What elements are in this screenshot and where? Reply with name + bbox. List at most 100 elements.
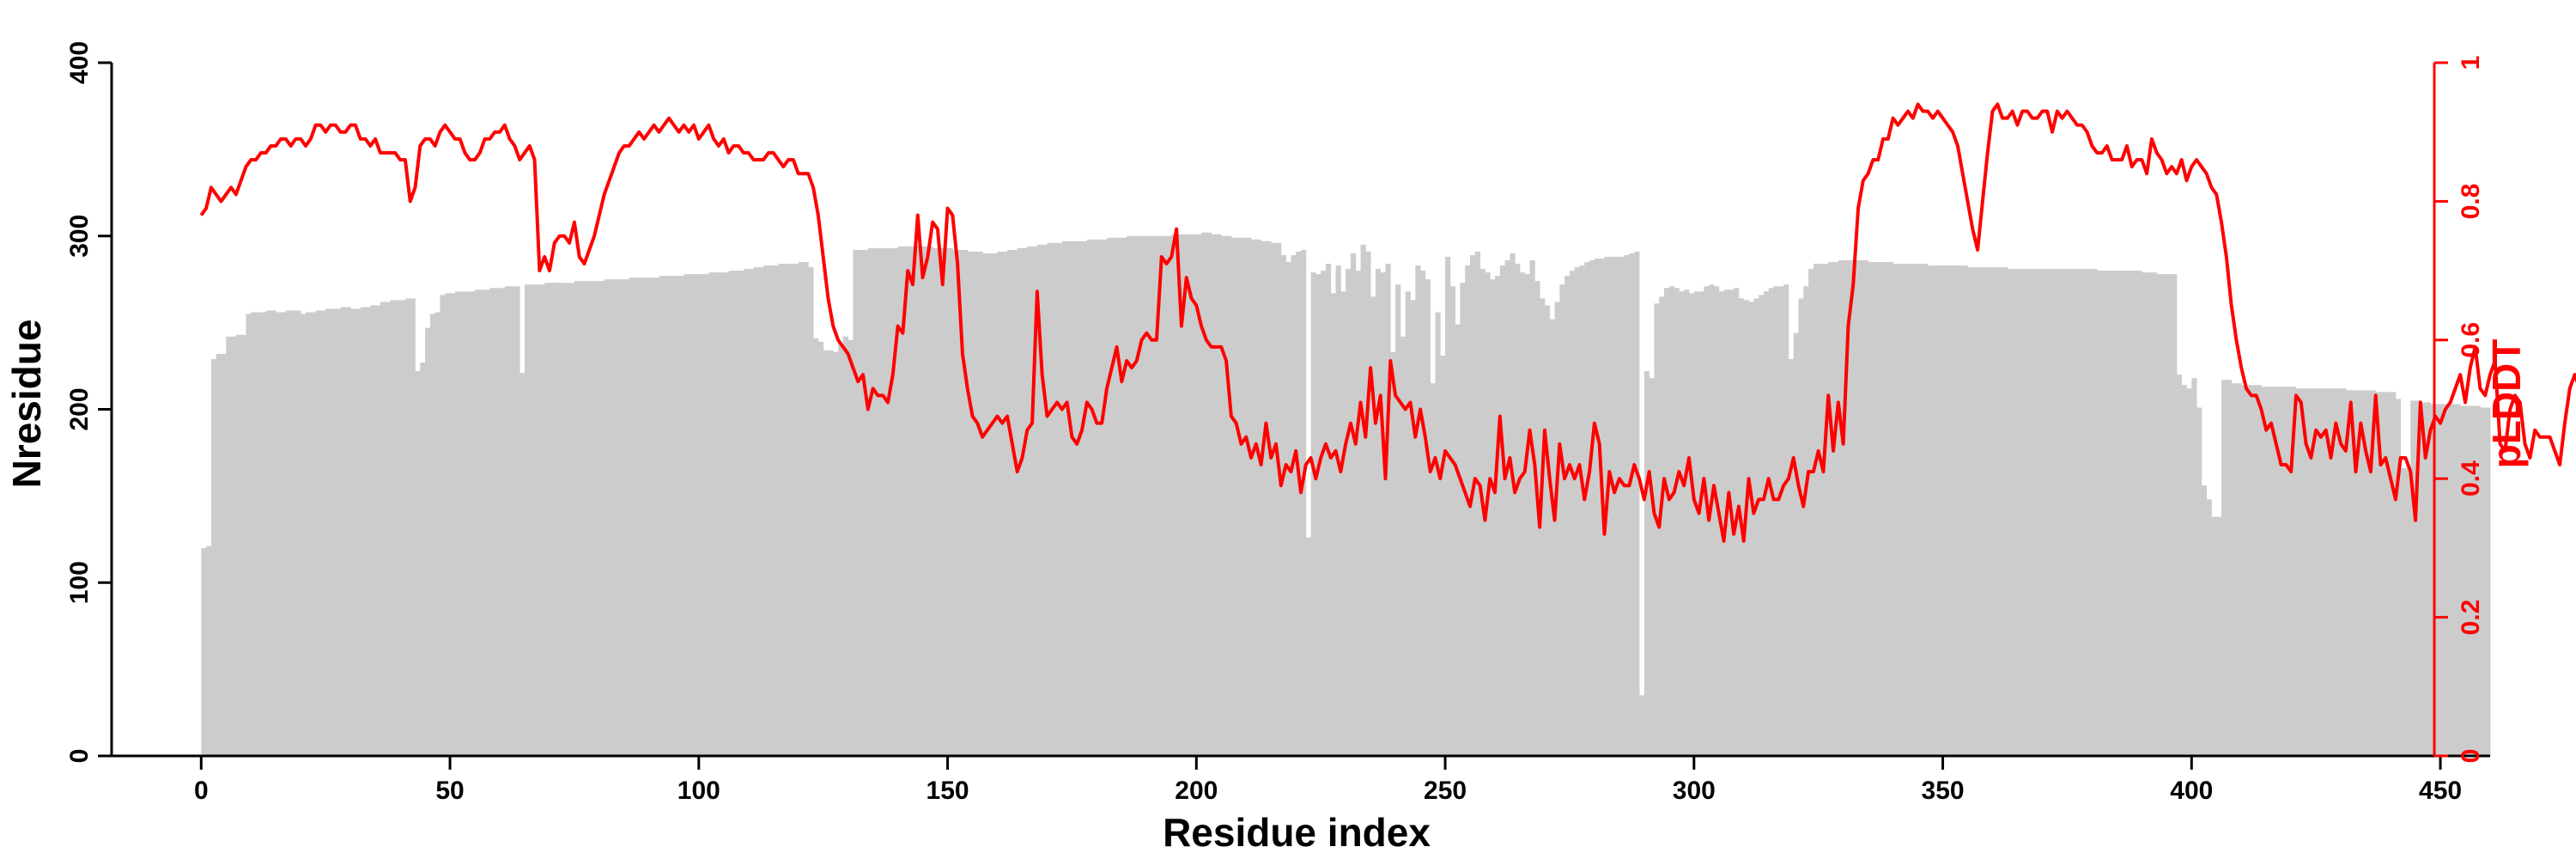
bar — [2341, 388, 2347, 756]
bar — [1917, 264, 1923, 756]
bar — [2440, 404, 2446, 756]
y-right-tick-label: 0 — [2457, 749, 2485, 764]
bar — [1255, 239, 1262, 756]
bar — [1036, 244, 1043, 757]
bar — [1440, 355, 1446, 756]
bar — [659, 276, 665, 756]
bar — [1191, 234, 1197, 757]
bar — [529, 284, 535, 756]
bar — [524, 284, 531, 756]
bar — [1410, 300, 1416, 756]
bar — [2161, 274, 2167, 756]
bar — [301, 314, 307, 756]
bar — [1932, 265, 1939, 756]
bar — [1495, 276, 1501, 756]
bar — [1007, 249, 1013, 756]
bar — [2072, 269, 2078, 757]
bar — [2366, 390, 2372, 756]
bar — [2286, 387, 2292, 756]
bar — [1907, 264, 1914, 756]
bar — [912, 246, 919, 756]
bar — [2122, 271, 2128, 757]
bar — [947, 247, 953, 756]
bar — [2330, 388, 2336, 756]
bar — [2156, 274, 2162, 756]
bar — [1435, 312, 1441, 756]
bar — [917, 246, 923, 756]
bar — [694, 274, 700, 756]
bar — [1668, 286, 1675, 756]
bar — [2231, 383, 2237, 756]
bar — [2281, 387, 2287, 756]
bar — [370, 305, 376, 756]
x-tick-label: 450 — [2419, 777, 2462, 805]
bar — [987, 253, 993, 756]
bar — [335, 308, 341, 756]
bar — [1072, 241, 1078, 756]
bar — [708, 272, 714, 756]
bar — [2027, 269, 2033, 757]
bar — [1803, 286, 1809, 756]
bar — [2435, 404, 2441, 756]
bar — [2445, 404, 2451, 756]
bar — [803, 262, 809, 756]
x-tick-label: 50 — [435, 777, 464, 805]
bar — [1315, 274, 1321, 756]
bar — [2111, 271, 2117, 757]
bar — [355, 308, 361, 756]
bar — [1689, 293, 1695, 757]
bar — [813, 338, 819, 756]
bar — [429, 314, 436, 756]
bar — [1445, 256, 1451, 757]
bar — [495, 288, 501, 756]
bar — [2405, 468, 2411, 756]
bar — [206, 545, 212, 756]
bar — [738, 271, 744, 757]
bar — [798, 262, 804, 756]
bar — [410, 298, 416, 756]
bar — [1340, 291, 1346, 756]
bar — [1246, 237, 1252, 756]
bar — [933, 247, 939, 756]
bar — [2300, 388, 2306, 756]
bar — [2042, 269, 2048, 757]
bar — [360, 307, 366, 757]
bar — [598, 281, 605, 756]
bar — [2047, 269, 2053, 757]
bar — [390, 300, 396, 756]
bar — [1251, 239, 1257, 756]
bar — [872, 247, 878, 756]
bar — [1370, 296, 1376, 756]
bar — [1704, 286, 1710, 756]
bar — [1510, 253, 1516, 756]
bar — [714, 272, 720, 756]
bar — [2325, 388, 2331, 756]
bar — [504, 286, 510, 756]
bar — [2062, 269, 2068, 757]
bar — [2370, 390, 2377, 756]
bar — [1121, 237, 1127, 756]
bar — [1928, 265, 1934, 756]
bar — [1057, 242, 1063, 756]
y-left-tick-label: 400 — [65, 41, 94, 84]
bar — [1868, 262, 1874, 756]
bar — [1221, 235, 1227, 756]
bar — [1713, 286, 1720, 756]
y-right-tick-label: 0.2 — [2457, 600, 2485, 636]
bar — [2460, 405, 2466, 756]
bar — [2395, 399, 2402, 756]
bar — [1584, 262, 1590, 756]
bar — [2136, 271, 2142, 757]
bar — [475, 289, 481, 756]
bar — [484, 289, 490, 756]
bar — [1086, 239, 1093, 756]
bar — [2181, 385, 2187, 756]
bar — [892, 247, 898, 756]
bar — [2057, 269, 2063, 757]
bar — [842, 336, 849, 756]
bar — [2206, 499, 2212, 756]
bar — [2087, 269, 2093, 757]
bar — [1131, 235, 1138, 756]
bar — [1693, 291, 1699, 756]
bar — [221, 353, 227, 756]
